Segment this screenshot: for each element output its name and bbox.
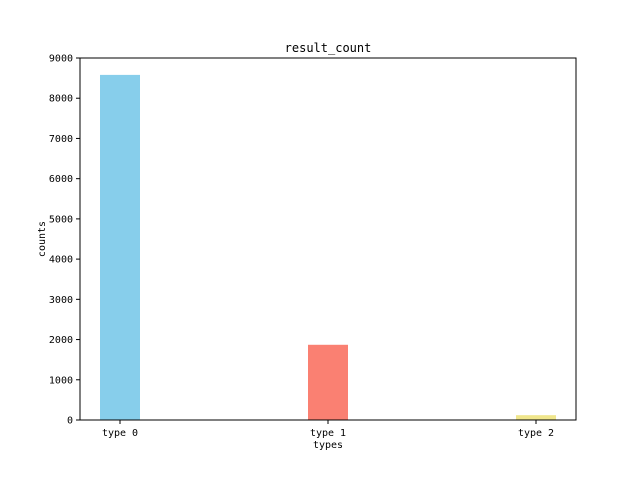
bar-type-1	[308, 344, 348, 420]
x-axis-label: types	[313, 440, 343, 451]
chart-title: result_count	[285, 41, 372, 55]
bars-group	[100, 74, 556, 420]
y-tick-label: 5000	[49, 214, 73, 225]
x-tick-label: type 2	[518, 428, 554, 439]
bar-type-0	[100, 74, 140, 420]
y-axis: 0 1000 2000 3000 4000 5000 6000 7000 8000 9000	[49, 54, 80, 427]
x-tick-label: type 1	[310, 428, 346, 439]
y-tick-label: 2000	[49, 335, 73, 346]
x-tick-label: type 0	[102, 428, 138, 439]
bar-type-2	[516, 415, 556, 420]
y-tick-label: 7000	[49, 134, 73, 145]
y-tick-label: 6000	[49, 174, 73, 185]
y-tick-label: 4000	[49, 255, 73, 266]
y-tick-label: 3000	[49, 295, 73, 306]
x-axis: type 0 type 1 type 2	[102, 420, 554, 439]
y-tick-label: 9000	[49, 54, 73, 65]
y-axis-label: counts	[37, 221, 48, 257]
y-tick-label: 0	[67, 416, 73, 427]
y-tick-label: 8000	[49, 94, 73, 105]
y-tick-label: 1000	[49, 375, 73, 386]
